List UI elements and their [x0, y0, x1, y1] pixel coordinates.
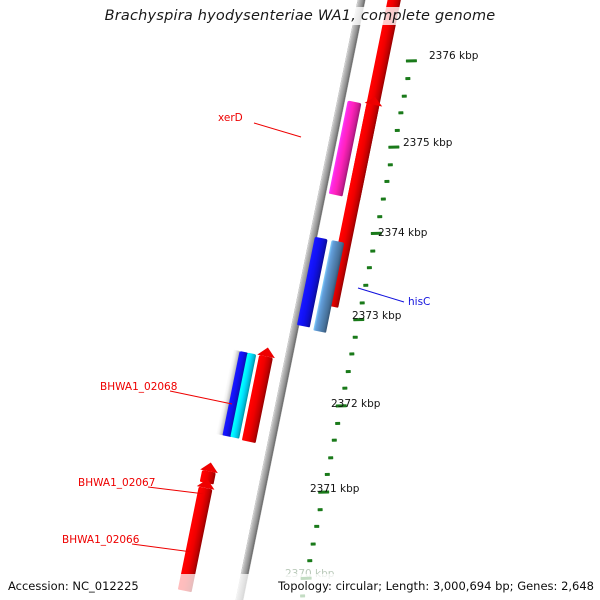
- leader-line-hisC: [357, 287, 405, 303]
- accession-label: Accession: NC_012225: [8, 579, 139, 593]
- ruler-label-2: 2374 kbp: [378, 227, 428, 239]
- feature-label-hisC[interactable]: hisC: [408, 296, 431, 308]
- ruler-label-4: 2372 kbp: [331, 398, 381, 410]
- feature-label-xerD[interactable]: xerD: [218, 112, 243, 124]
- leader-line-BHWA1_02066: [131, 543, 193, 553]
- feature-label-BHWA1_02068[interactable]: BHWA1_02068: [100, 381, 178, 393]
- status-bar: Accession: NC_012225 Topology: circular;…: [0, 574, 600, 600]
- ruler-label-0: 2376 kbp: [429, 50, 479, 62]
- ruler-label-3: 2373 kbp: [352, 310, 402, 322]
- leader-line-BHWA1_02068: [169, 390, 233, 405]
- page-title: Brachyspira hyodysenteriae WA1, complete…: [0, 7, 600, 25]
- genome-summary-label: Topology: circular; Length: 3,000,694 bp…: [278, 579, 594, 593]
- ruler-label-1: 2375 kbp: [403, 137, 453, 149]
- status-bar-backdrop: [0, 574, 600, 600]
- leader-line-BHWA1_02067: [147, 486, 206, 495]
- leader-line-xerD: [253, 122, 302, 138]
- ruler-label-5: 2371 kbp: [310, 483, 360, 495]
- feature-label-BHWA1_02067[interactable]: BHWA1_02067: [78, 477, 156, 489]
- page-title-text: Brachyspira hyodysenteriae WA1, complete…: [100, 7, 500, 25]
- feature-label-BHWA1_02066[interactable]: BHWA1_02066: [62, 534, 140, 546]
